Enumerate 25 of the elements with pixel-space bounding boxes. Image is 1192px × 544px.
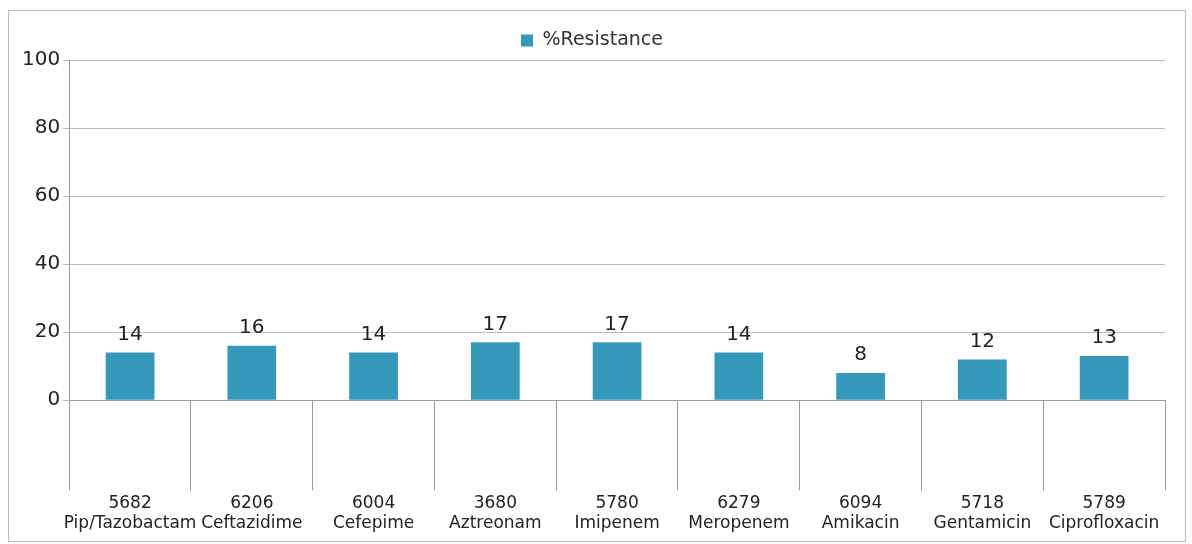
data-label: 14	[360, 320, 387, 345]
y-tick-label: 100	[21, 46, 61, 71]
x-tick-label: 6279 Meropenem	[688, 491, 790, 533]
x-tick-label: 6094 Amikacin	[821, 491, 900, 533]
y-tick-label: 40	[34, 250, 61, 275]
data-label: 14	[726, 320, 752, 345]
x-tick-label: 6206 Ceftazidime	[201, 491, 303, 533]
data-label: 17	[482, 310, 509, 335]
data-label: 13	[1091, 324, 1117, 349]
x-tick-label: 3680 Aztreonam	[449, 491, 542, 533]
y-tick-label: 80	[34, 114, 61, 139]
y-tick-label: 0	[47, 386, 61, 411]
x-tick-label: 5780 Imipenem	[574, 491, 660, 533]
y-tick-label: 60	[34, 182, 61, 207]
data-label: 17	[604, 310, 630, 335]
data-label: 8	[854, 341, 867, 366]
x-tick-label: 5789 Ciprofloxacin	[1048, 491, 1160, 533]
x-tick-label: 6004 Cefepime	[332, 491, 415, 533]
data-label: 14	[117, 320, 143, 345]
x-tick-label: 5718 Gentamicin	[933, 491, 1032, 533]
y-tick-label: 20	[34, 318, 61, 343]
x-tick-label: 5682 Pip/Tazobactam	[63, 491, 197, 533]
data-label: 12	[969, 327, 996, 352]
legend-label: %Resistance	[542, 27, 663, 50]
data-label: 16	[239, 313, 265, 338]
